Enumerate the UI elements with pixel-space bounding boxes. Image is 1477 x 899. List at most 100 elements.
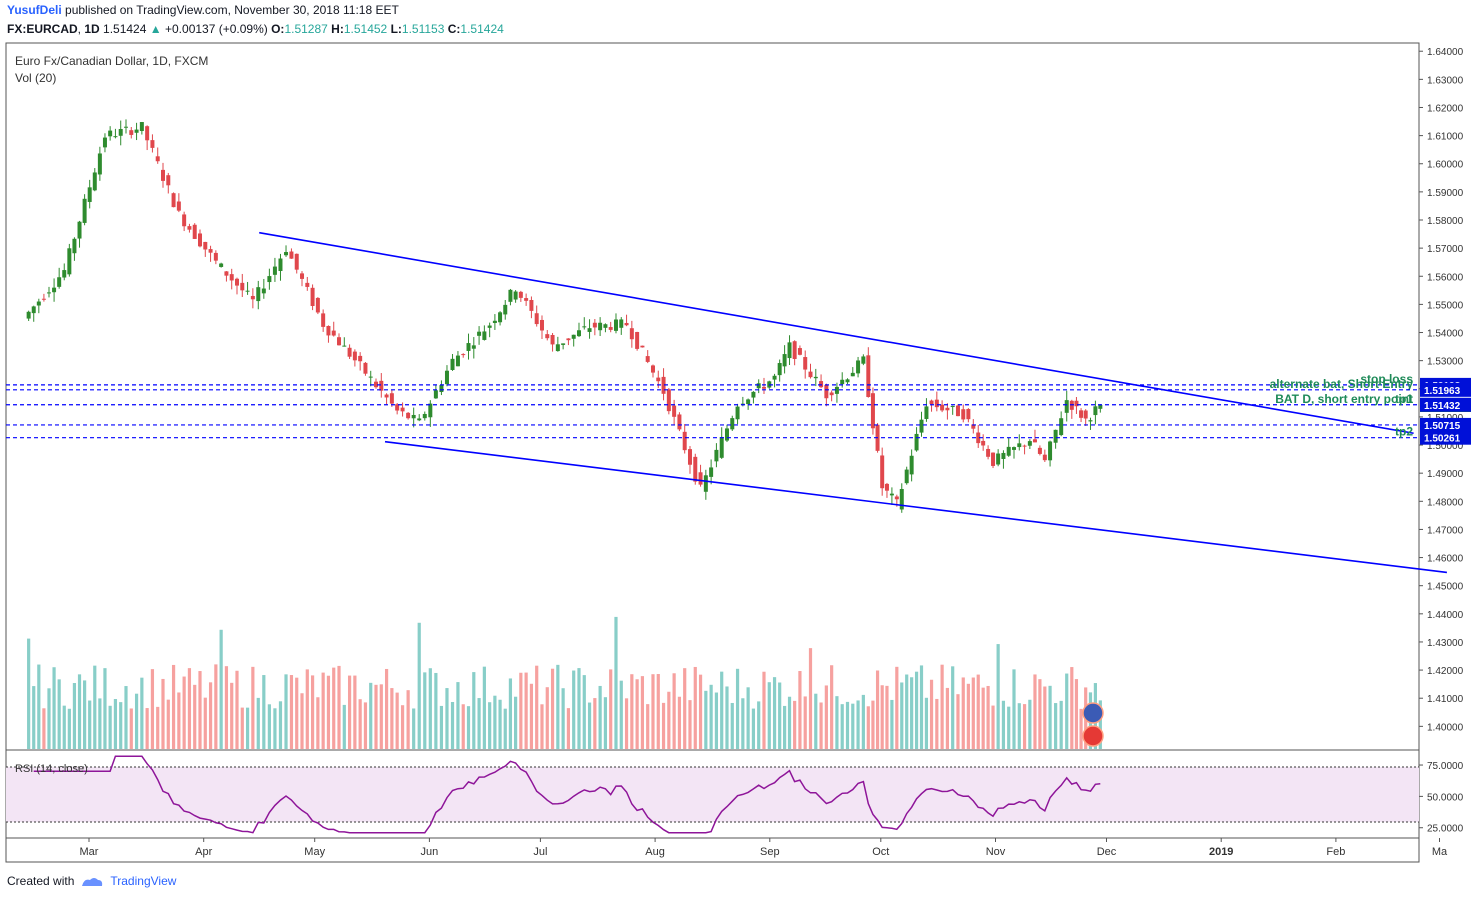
volume-bar — [709, 684, 713, 749]
candle-body — [198, 233, 202, 247]
volume-bar — [477, 698, 481, 749]
candle-body — [477, 331, 482, 336]
candle-body — [635, 331, 640, 349]
volume-bar — [762, 671, 766, 749]
volume-bar — [150, 669, 155, 749]
volume-bar — [935, 698, 939, 749]
candle-body — [77, 221, 82, 239]
candle-body — [834, 386, 839, 394]
volume-bar — [572, 670, 576, 749]
candle-body — [1088, 420, 1093, 422]
candle-body — [289, 251, 294, 259]
tradingview-link[interactable]: TradingView — [110, 874, 177, 888]
candle-body — [433, 390, 438, 399]
candle-body — [52, 287, 57, 293]
volume-bar — [428, 668, 432, 749]
low-value: 1.51153 — [401, 22, 445, 36]
volume-bar — [400, 705, 405, 749]
price-axis-label: 1.47000 — [1427, 525, 1464, 536]
time-axis-label: Sep — [760, 846, 780, 858]
volume-bar — [890, 699, 894, 749]
candle-body — [1083, 410, 1088, 419]
candle-body — [331, 330, 336, 336]
canada-flag-icon[interactable] — [1082, 725, 1104, 747]
volume-bar — [1043, 686, 1047, 749]
candle-body — [1006, 446, 1011, 456]
price-chart[interactable]: 1.64000 1.63000 1.62000 1.61000 1.60000 1.590… — [0, 0, 1477, 870]
candle-body — [503, 304, 508, 315]
candle-body — [777, 363, 782, 376]
candle-body — [108, 130, 113, 137]
candle-body — [240, 282, 245, 291]
candle-body — [31, 306, 36, 314]
candle-body — [571, 334, 576, 339]
price-change: +0.00137 (+0.09%) — [165, 22, 268, 36]
volume-bar — [991, 705, 995, 749]
rsi-line — [33, 755, 1101, 834]
volume-bar — [145, 708, 149, 749]
author-link[interactable]: YusufDeli — [7, 3, 62, 17]
volume-bar — [803, 696, 807, 749]
volume-bar — [905, 674, 909, 749]
candle-body — [422, 413, 427, 419]
volume-bar — [119, 702, 123, 749]
candle-body — [1022, 445, 1027, 447]
volume-bar — [787, 696, 792, 749]
symbol[interactable]: FX:EURCAD — [7, 22, 78, 36]
candle-body — [640, 345, 645, 348]
candle-body — [82, 198, 87, 223]
volume-bar — [214, 664, 218, 749]
volume-bar — [783, 705, 787, 749]
candle-body — [224, 271, 229, 276]
volume-bar — [751, 708, 756, 749]
us-flag-icon[interactable] — [1082, 702, 1104, 724]
candle-body — [203, 241, 208, 250]
time-axis-label: Aug — [645, 846, 665, 858]
candle-body — [587, 328, 592, 332]
volume-bar — [267, 704, 271, 749]
volume-bar — [593, 698, 597, 749]
high-value: 1.51452 — [343, 22, 388, 36]
volume-bar — [88, 700, 92, 749]
volume-bar — [640, 676, 645, 749]
candle-body — [102, 137, 107, 148]
candle-body — [229, 274, 234, 281]
volume-bar — [332, 667, 336, 749]
volume-bar — [910, 677, 914, 749]
volume-bar — [966, 683, 970, 749]
candle-body — [787, 342, 792, 359]
volume-bar — [793, 700, 797, 749]
volume-bar — [498, 699, 502, 749]
candle-body — [539, 319, 544, 331]
volume-bar — [661, 702, 666, 749]
low-label: L: — [390, 22, 402, 36]
candle-body — [466, 343, 471, 351]
candle-body — [389, 393, 394, 404]
rsi-axis-label: 50.0000 — [1427, 792, 1464, 803]
price-axis-label: 1.60000 — [1427, 160, 1464, 171]
candle-body — [208, 249, 213, 253]
candle-body — [940, 404, 945, 411]
trendline-upper — [259, 231, 1414, 435]
price-axis-label: 1.57000 — [1427, 244, 1464, 255]
volume-bar — [566, 708, 571, 749]
level-annotation: stop loss — [1360, 372, 1413, 386]
volume-bar — [808, 648, 813, 749]
volume-bar — [379, 684, 383, 749]
candle-body — [772, 375, 777, 380]
candle-body — [171, 193, 176, 208]
volume-bar — [182, 676, 186, 749]
candle-body — [792, 341, 797, 359]
volume-bar — [62, 705, 66, 749]
candle-body — [455, 355, 460, 367]
volume-bar — [93, 665, 97, 749]
candle-body — [113, 136, 118, 138]
candle-body — [267, 276, 272, 283]
candle-body — [870, 393, 875, 429]
volume-bar — [203, 697, 207, 749]
volume-bar — [57, 679, 61, 749]
volume-bar — [251, 666, 255, 749]
volume-label: Vol (20) — [15, 71, 56, 85]
candle-body — [582, 326, 587, 328]
candle-body — [213, 252, 218, 261]
